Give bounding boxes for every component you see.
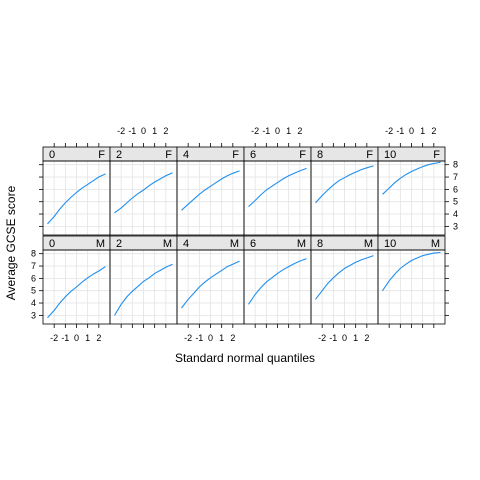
x-tick-label: 0 (409, 126, 414, 136)
strip-label-gender: M (163, 238, 172, 250)
series-line (248, 167, 307, 208)
panel-M-10: 10 M (377, 235, 446, 325)
strip-label-gender: F (433, 149, 440, 161)
x-tick-label: -1 (61, 333, 69, 343)
panel-group: 0 F 2 F 4 F 6 F 8 F 10 F0 M 2 M 4 M 6 M 8 M 10 M-2 -1 0 1 2-2 -1 0 1 2… (31, 126, 458, 343)
x-tick-label: -2 (117, 126, 125, 136)
strip-label-gender: M (431, 238, 440, 250)
x-tick-label: 0 (141, 126, 146, 136)
x-tick-label: 1 (219, 333, 224, 343)
series-line (114, 172, 173, 214)
x-tick-label: -1 (396, 126, 404, 136)
series-line (382, 161, 441, 195)
y-tick-label: 5 (453, 197, 458, 207)
strip-label-age: 2 (116, 149, 122, 161)
strip-label-age: 6 (250, 238, 256, 250)
series-line (47, 266, 106, 319)
y-tick-label: 6 (453, 184, 458, 194)
strip-label-gender: F (232, 149, 239, 161)
strip-label-gender: F (165, 149, 172, 161)
x-tick-label: 2 (163, 126, 168, 136)
y-axis-label: Average GCSE score (4, 185, 18, 300)
x-tick-label: 2 (96, 333, 101, 343)
x-tick-label: 0 (342, 333, 347, 343)
series-line (315, 255, 374, 300)
y-tick-label: 3 (453, 221, 458, 231)
x-tick-label: 2 (364, 333, 369, 343)
strip-label-age: 10 (384, 149, 396, 161)
y-tick-label: 8 (31, 249, 36, 259)
strip-label-gender: F (98, 149, 105, 161)
strip-label-gender: M (297, 238, 306, 250)
y-tick-label: 4 (31, 298, 36, 308)
strip-label-age: 8 (317, 149, 323, 161)
panel-frame (377, 160, 446, 236)
series-line (382, 251, 441, 292)
strip-label-age: 4 (183, 238, 189, 250)
strip-label-age: 10 (384, 238, 396, 250)
series-line (47, 173, 106, 225)
strip-label-age: 2 (116, 238, 122, 250)
series-line (315, 165, 374, 204)
strip-label-age: 0 (49, 149, 55, 161)
x-tick-label: 1 (286, 126, 291, 136)
x-tick-label: 1 (420, 126, 425, 136)
x-tick-label: 1 (152, 126, 157, 136)
axes: -2 -1 0 1 2-2 -1 0 1 2-2 -1 0 1 2-2 -1 0 1 2-2 -1 0 1 2-2 -1 0… (31, 126, 458, 343)
series-line (181, 170, 240, 211)
x-tick-label: 2 (431, 126, 436, 136)
x-tick-label: -2 (318, 333, 326, 343)
strip-label-age: 6 (250, 149, 256, 161)
x-tick-label: -2 (385, 126, 393, 136)
x-tick-label: -2 (251, 126, 259, 136)
y-tick-label: 4 (453, 209, 458, 219)
x-tick-label: -2 (50, 333, 58, 343)
x-tick-label: -1 (262, 126, 270, 136)
y-tick-label: 7 (453, 172, 458, 182)
strip-label-gender: M (364, 238, 373, 250)
y-tick-label: 5 (31, 286, 36, 296)
y-tick-label: 7 (31, 261, 36, 271)
x-tick-label: 0 (275, 126, 280, 136)
x-tick-label: 0 (208, 333, 213, 343)
strip-label-gender: M (96, 238, 105, 250)
x-axis-label: Standard normal quantiles (175, 351, 315, 365)
y-tick-label: 6 (31, 273, 36, 283)
x-tick-label: 1 (353, 333, 358, 343)
strip-label-gender: F (366, 149, 373, 161)
x-tick-label: 0 (74, 333, 79, 343)
x-tick-label: -1 (329, 333, 337, 343)
x-tick-label: 2 (297, 126, 302, 136)
strip-label-gender: M (230, 238, 239, 250)
series-line (114, 263, 173, 316)
strip-label-gender: F (299, 149, 306, 161)
strip-label-age: 8 (317, 238, 323, 250)
x-tick-label: 2 (230, 333, 235, 343)
strip-label-age: 0 (49, 238, 55, 250)
x-tick-label: -1 (128, 126, 136, 136)
x-tick-label: -1 (195, 333, 203, 343)
series-line (248, 258, 307, 305)
x-tick-label: -2 (184, 333, 192, 343)
panel-F-10: 10 F (377, 146, 446, 236)
y-tick-label: 8 (453, 160, 458, 170)
series-line (181, 260, 240, 309)
y-tick-label: 3 (31, 310, 36, 320)
strip-label-age: 4 (183, 149, 189, 161)
x-tick-label: 1 (85, 333, 90, 343)
